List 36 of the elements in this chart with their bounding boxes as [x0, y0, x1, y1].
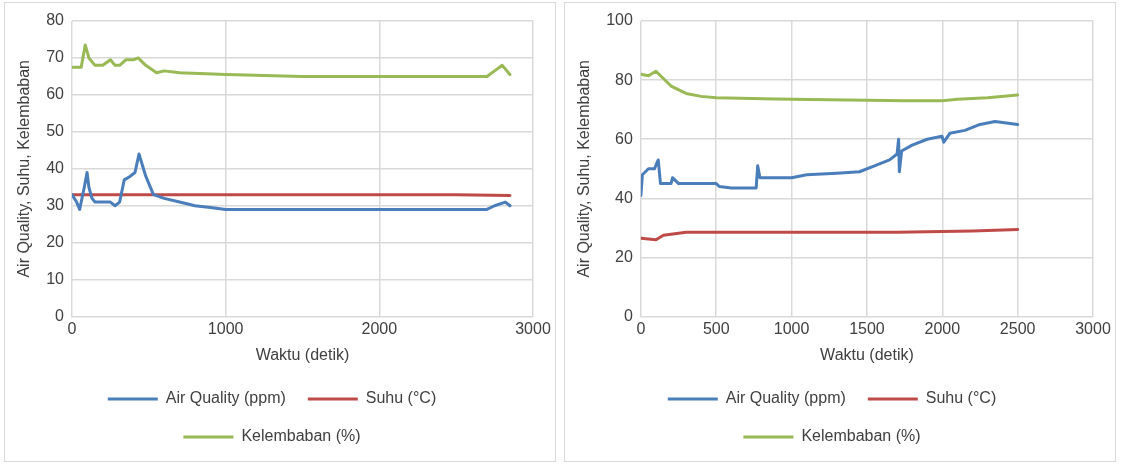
y-tick-label: 60	[46, 85, 65, 103]
legend-label: Suhu (°C)	[365, 389, 437, 407]
x-axis-title: Waktu (detik)	[820, 345, 914, 363]
y-tick-label: 30	[46, 196, 65, 214]
y-tick-label: 40	[615, 188, 633, 206]
y-tick-label: 0	[623, 307, 633, 325]
x-tick-label: 3000	[515, 319, 551, 337]
y-tick-label: 20	[615, 247, 633, 265]
x-tick-label: 1500	[849, 319, 885, 337]
y-tick-label: 20	[46, 233, 65, 251]
legend-label: Kelembaban (%)	[241, 427, 361, 445]
x-tick-label: 1000	[773, 319, 810, 337]
x-tick-label: 0	[67, 319, 77, 337]
x-tick-label: 2500	[999, 319, 1036, 337]
y-tick-label: 100	[606, 11, 633, 29]
y-tick-label: 80	[615, 70, 633, 88]
x-axis-title: Waktu (detik)	[255, 345, 350, 363]
x-tick-label: 2000	[924, 319, 961, 337]
y-axis-title: Air Quality, Suhu, Kelembaban	[575, 60, 593, 278]
y-tick-label: 80	[46, 11, 65, 29]
legend-label: Kelembaban (%)	[801, 427, 921, 445]
y-tick-label: 10	[46, 270, 65, 288]
x-tick-label: 2000	[361, 319, 398, 337]
legend-label: Suhu (°C)	[925, 389, 997, 407]
y-tick-label: 70	[46, 48, 65, 66]
y-tick-label: 0	[55, 307, 65, 325]
y-tick-label: 50	[46, 122, 65, 140]
x-tick-label: 1000	[207, 319, 244, 337]
y-axis-title: Air Quality, Suhu, Kelembaban	[15, 60, 33, 278]
y-tick-label: 60	[615, 129, 633, 147]
x-tick-label: 0	[636, 319, 646, 337]
legend-label: Air Quality (ppm)	[725, 389, 846, 407]
x-tick-label: 500	[702, 319, 730, 337]
y-tick-label: 40	[46, 159, 65, 177]
legend-label: Air Quality (ppm)	[165, 389, 286, 407]
x-tick-label: 3000	[1075, 319, 1111, 337]
